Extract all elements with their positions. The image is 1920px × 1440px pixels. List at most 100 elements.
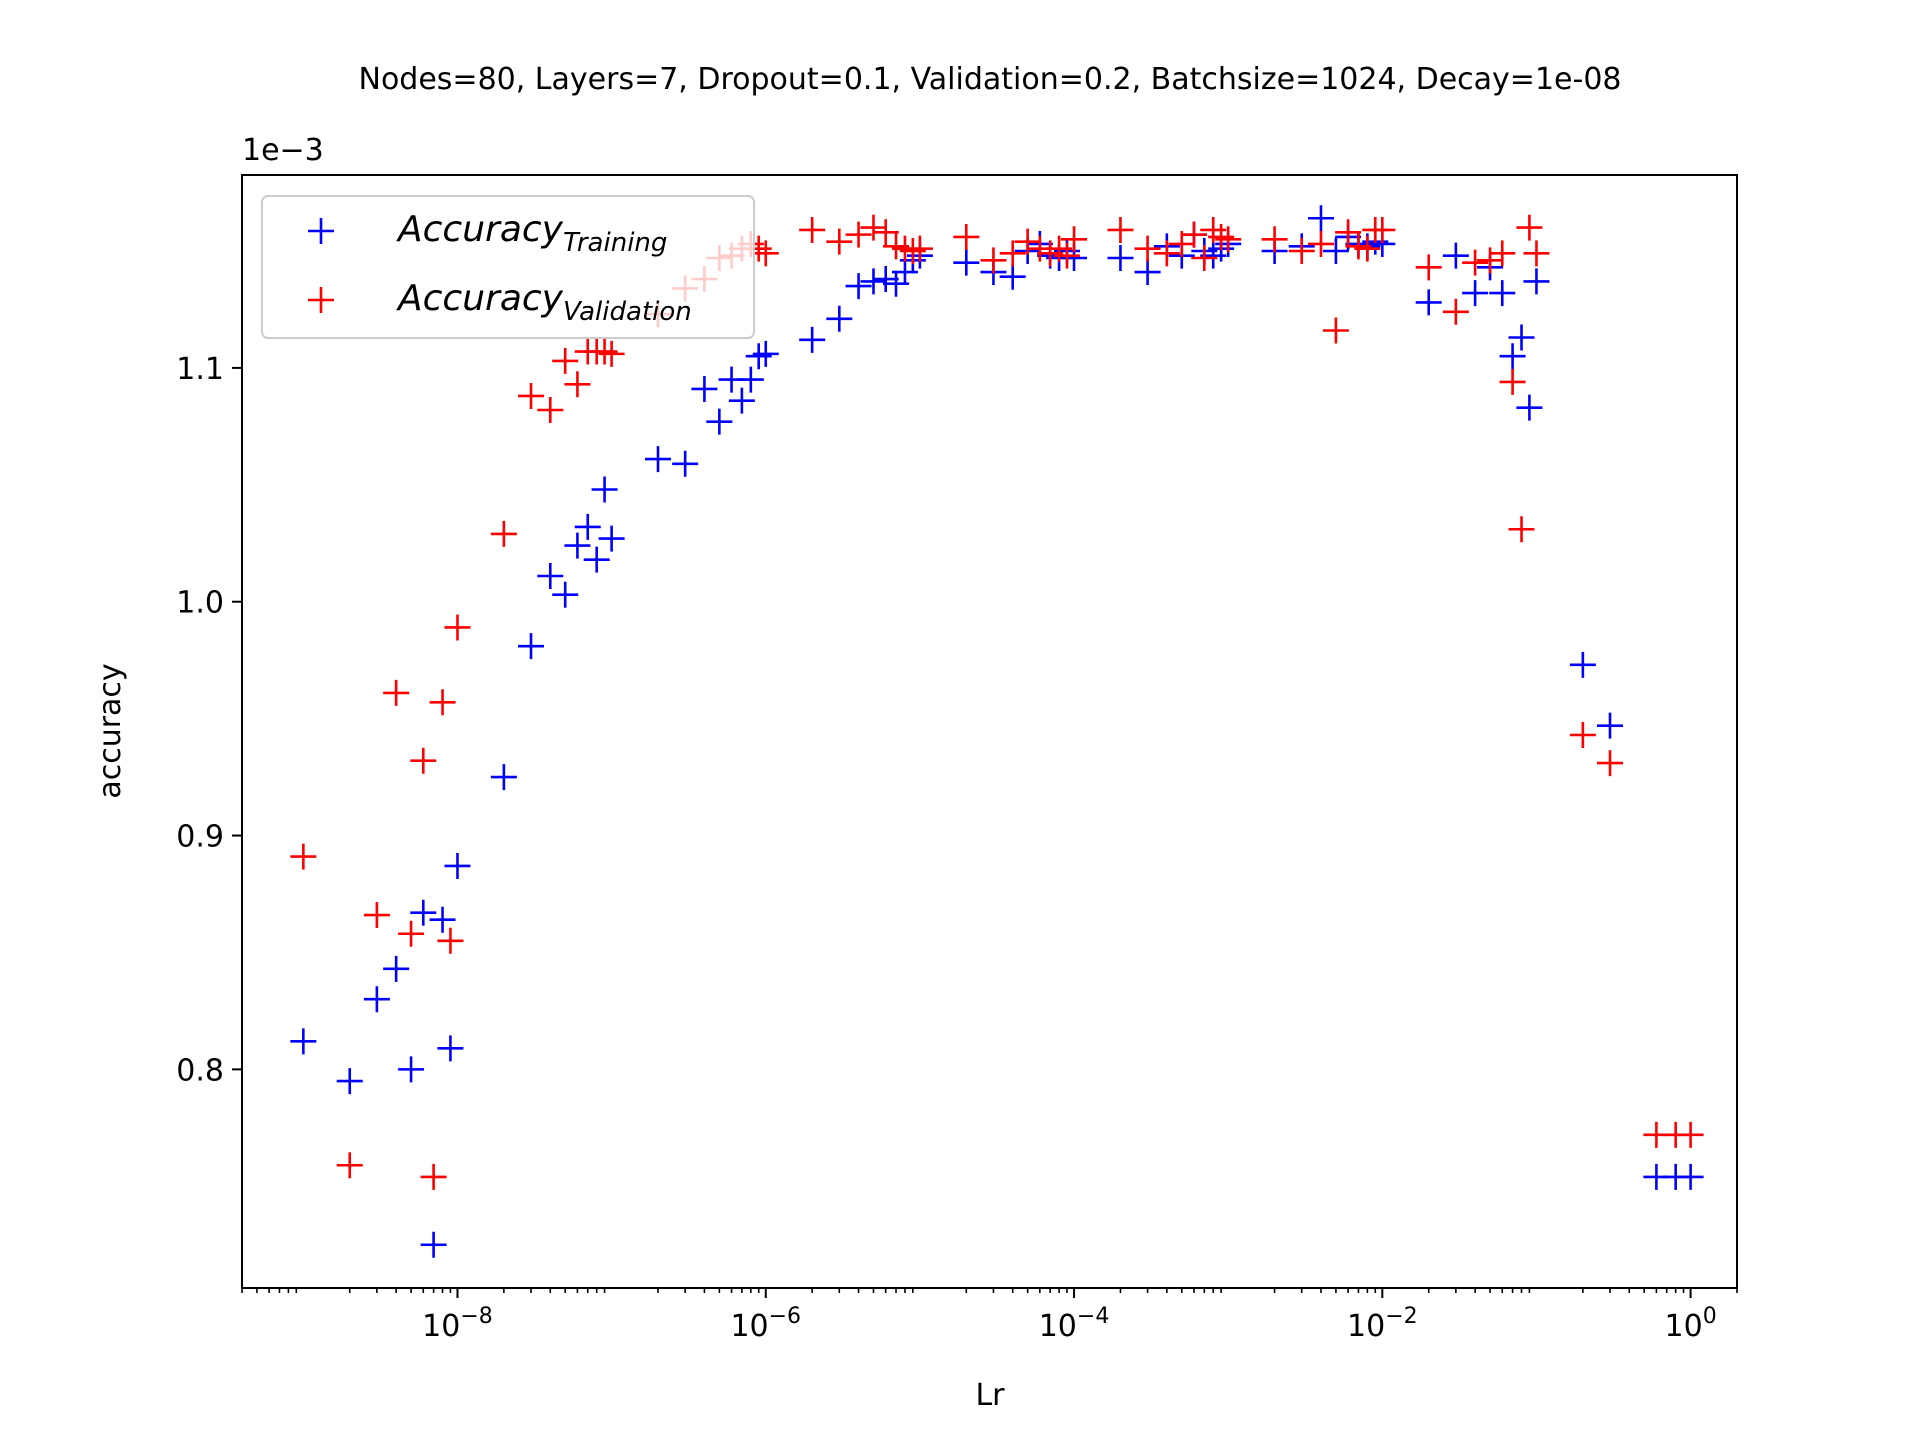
y-tick-label: 1.0 — [176, 586, 224, 621]
x-axis: 10−8 10−6 10−4 10−2 100 — [241, 1288, 1738, 1344]
data-point — [1307, 230, 1334, 257]
data-point — [574, 513, 601, 540]
data-point — [906, 235, 933, 262]
data-point — [1261, 226, 1288, 253]
data-point — [1489, 240, 1516, 267]
data-point — [1508, 516, 1535, 543]
data-point — [1508, 324, 1535, 351]
data-point — [552, 581, 579, 608]
data-point — [1597, 712, 1623, 739]
x-axis-label: Lr — [975, 1378, 1005, 1413]
legend: AccuracyTraining AccuracyValidation — [261, 195, 755, 339]
data-point — [826, 305, 853, 332]
data-point — [953, 249, 980, 276]
data-point — [953, 223, 980, 250]
data-point — [383, 955, 410, 982]
data-point — [1499, 343, 1526, 370]
data-point — [583, 546, 610, 573]
y-tick-label: 0.8 — [176, 1053, 224, 1088]
data-point — [1442, 298, 1469, 325]
data-point — [1516, 394, 1543, 421]
data-point — [1180, 221, 1207, 248]
data-point — [745, 343, 772, 370]
data-point — [1354, 235, 1381, 262]
data-point — [490, 520, 517, 547]
data-point — [429, 689, 456, 716]
data-point — [537, 396, 564, 423]
points-layer — [290, 205, 1704, 1258]
legend-frame — [261, 195, 755, 339]
data-point — [1191, 245, 1218, 272]
data-point — [872, 219, 899, 246]
data-point — [845, 221, 872, 248]
data-point — [420, 1231, 447, 1258]
data-point — [1442, 242, 1469, 269]
data-point — [999, 240, 1026, 267]
data-point — [645, 446, 672, 473]
data-point — [444, 852, 471, 879]
data-point — [1462, 280, 1489, 307]
y-axis: 0.8 0.9 1.0 1.1 — [176, 352, 242, 1088]
data-point — [383, 679, 410, 706]
data-point — [1014, 228, 1041, 255]
data-point — [398, 920, 425, 947]
data-point — [826, 228, 853, 255]
data-point — [552, 347, 579, 374]
data-point — [1516, 214, 1543, 241]
data-point — [706, 408, 733, 435]
data-point — [999, 263, 1026, 290]
data-point — [290, 843, 317, 870]
data-point — [420, 1163, 447, 1190]
data-point — [1677, 1121, 1704, 1148]
data-point — [799, 216, 826, 243]
data-point — [1053, 242, 1080, 269]
y-tick-label: 1.1 — [176, 352, 224, 387]
x-tick-label: 10−6 — [730, 1304, 801, 1344]
data-point — [429, 906, 456, 933]
data-point — [598, 525, 625, 552]
data-point — [1208, 223, 1235, 250]
data-point — [1134, 235, 1161, 262]
data-point — [290, 1028, 317, 1055]
data-point — [899, 237, 926, 264]
data-point — [1107, 216, 1134, 243]
x-tick-label: 10−8 — [422, 1304, 493, 1344]
data-point — [398, 1056, 425, 1083]
data-point — [1523, 268, 1550, 295]
data-point — [1215, 226, 1242, 253]
data-point — [1153, 240, 1180, 267]
data-point — [1477, 247, 1504, 274]
data-point — [1597, 750, 1623, 777]
data-point — [564, 532, 591, 559]
data-point — [591, 338, 618, 365]
data-point — [799, 326, 826, 353]
legend-marker-training — [308, 218, 334, 244]
data-point — [490, 764, 517, 791]
data-point — [1134, 259, 1161, 286]
data-point — [1322, 317, 1349, 344]
x-tick-label: 10−4 — [1039, 1304, 1110, 1344]
data-point — [336, 1152, 363, 1179]
data-point — [752, 340, 779, 367]
data-point — [598, 340, 625, 367]
data-point — [1677, 1163, 1704, 1190]
data-point — [752, 240, 779, 267]
data-point — [872, 266, 899, 293]
data-point — [410, 899, 437, 926]
data-point — [437, 927, 464, 954]
data-point — [1462, 249, 1489, 276]
data-point — [860, 214, 887, 241]
data-point — [1369, 216, 1396, 243]
data-point — [728, 387, 755, 414]
data-point — [691, 375, 718, 402]
data-point — [518, 633, 545, 660]
y-tick-label: 0.9 — [176, 820, 224, 855]
data-point — [1415, 289, 1442, 316]
legend-entry-training: AccuracyTraining — [308, 209, 667, 258]
data-point — [1061, 226, 1088, 253]
y-offset-label: 1e−3 — [242, 133, 324, 168]
data-point — [1523, 240, 1550, 267]
data-point — [1335, 219, 1362, 246]
data-point — [363, 986, 390, 1013]
